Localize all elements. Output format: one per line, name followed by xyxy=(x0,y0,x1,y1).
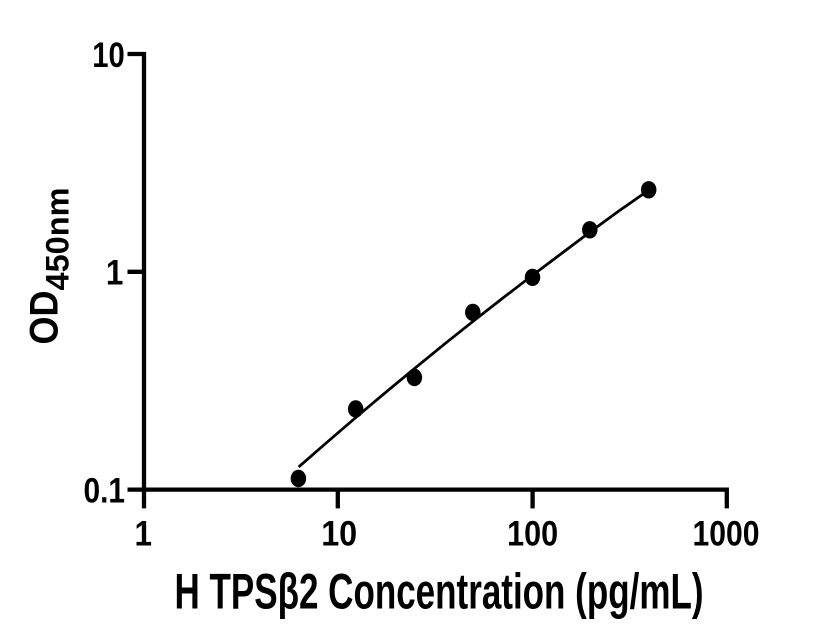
svg-text:1: 1 xyxy=(134,514,152,553)
svg-text:1000: 1000 xyxy=(693,514,760,553)
svg-text:1: 1 xyxy=(106,253,124,292)
svg-text:0.1: 0.1 xyxy=(84,472,126,511)
svg-text:10: 10 xyxy=(321,514,357,553)
svg-text:OD450nm: OD450nm xyxy=(23,188,76,345)
svg-text:H TPSβ2 Concentration (pg/mL): H TPSβ2 Concentration (pg/mL) xyxy=(175,563,704,620)
svg-text:100: 100 xyxy=(507,514,558,553)
svg-text:10: 10 xyxy=(92,36,125,75)
